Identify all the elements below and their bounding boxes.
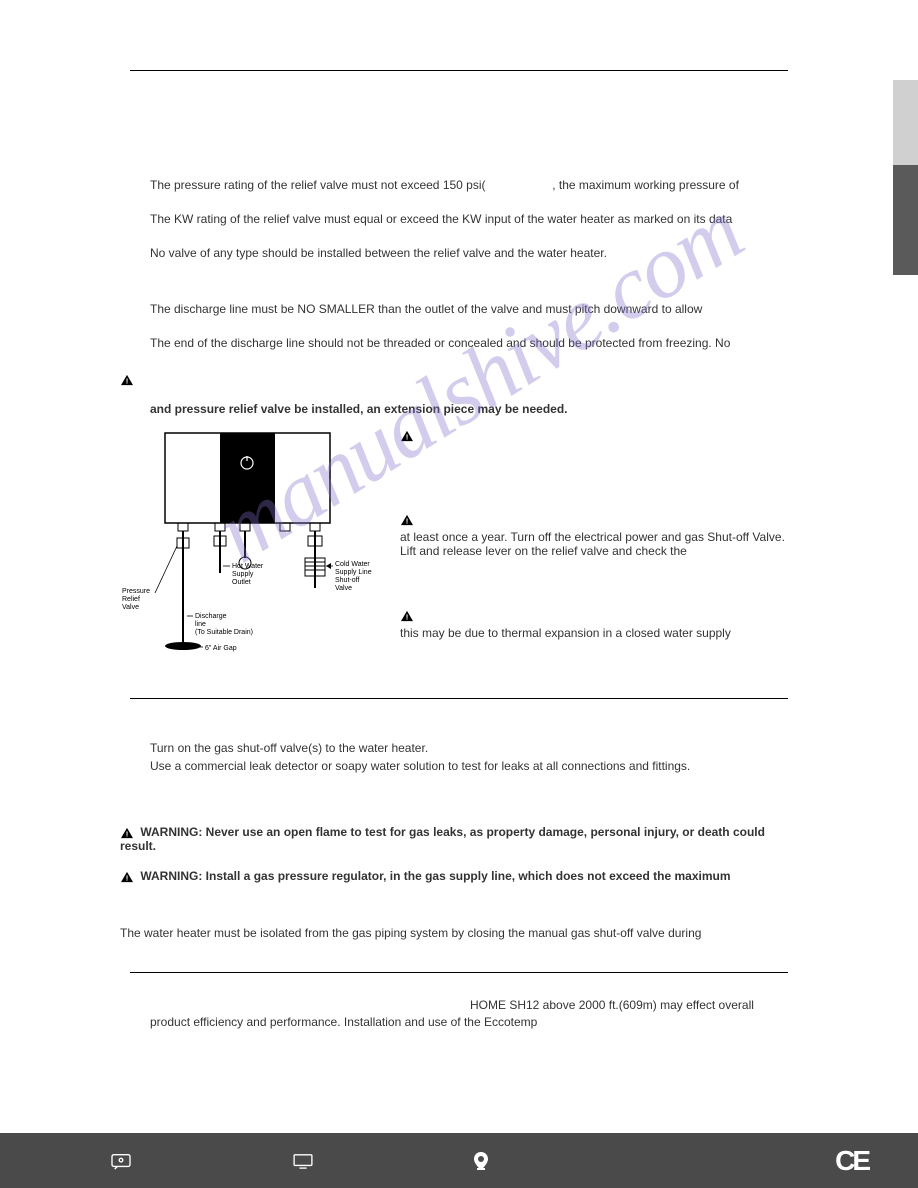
svg-text:!: ! [406,612,409,621]
divider-top [130,70,788,71]
warning-icon: ! [120,374,134,386]
para-discharge: The discharge line must be NO SMALLER th… [150,300,798,318]
svg-text:line: line [195,621,206,628]
warning-icon: ! [120,827,134,839]
warning-open-flame: ! WARNING: Never use an open flame to te… [120,825,798,853]
footer-bar: CE [0,1133,918,1188]
svg-text:!: ! [126,873,129,882]
diagram-side-text: ! ! at least once a year. Turn off the e… [380,428,798,660]
warning-icon: ! [120,871,134,883]
warning-icon: ! [400,430,414,442]
svg-text:6" Air Gap: 6" Air Gap [205,645,237,652]
isolate-text: The water heater must be isolated from t… [120,924,798,942]
bold-install-note: and pressure relief valve be installed, … [150,400,798,418]
svg-text:Hot Water: Hot Water [232,563,264,570]
para-kw-rating: The KW rating of the relief valve must e… [150,210,798,228]
svg-text:Discharge: Discharge [195,613,227,620]
svg-text:Supply Line: Supply Line [335,569,372,576]
diagram-text-annual: at least once a year. Turn off the elect… [400,530,798,558]
warning-text: Install a gas pressure regulator, in the… [206,869,731,883]
label-pressure-relief: Pressure [122,588,150,595]
diagram-section: Pressure Relief Valve Discharge line (To… [120,428,798,668]
svg-text:!: ! [126,376,129,385]
monitor-icon [292,1153,314,1169]
divider-mid [130,698,788,699]
svg-text:(To Suitable Drain): (To Suitable Drain) [195,629,253,636]
warning-text: Never use an open flame to test for gas … [120,825,765,853]
page-content: The pressure rating of the relief valve … [0,0,918,1031]
diagram-warn-2: ! at least once a year. Turn off the ele… [400,512,798,558]
diagram-warn-3: ! this may be due to thermal expansion i… [400,608,798,640]
warning-top-icon-row: ! [120,372,798,386]
svg-text:Shut-off: Shut-off [335,577,359,584]
diagram-text-thermal: this may be due to thermal expansion in … [400,626,798,640]
leak-step-1: Turn on the gas shut-off valve(s) to the… [150,739,798,757]
para-no-valve: No valve of any type should be installed… [150,244,798,262]
svg-text:Valve: Valve [122,604,139,611]
warning-prefix: WARNING: [140,825,205,839]
svg-text:!: ! [126,829,129,838]
svg-text:!: ! [406,516,409,525]
location-icon [474,1152,488,1170]
svg-text:Supply: Supply [232,571,254,578]
support-icon [110,1152,132,1170]
warning-icon: ! [400,514,414,526]
svg-text:Outlet: Outlet [232,579,251,586]
svg-text:Cold Water: Cold Water [335,561,370,568]
warning-regulator: ! WARNING: Install a gas pressure regula… [120,869,798,883]
ce-mark: CE [835,1145,868,1177]
para-pressure-rating: The pressure rating of the relief valve … [150,176,798,194]
diagram-warn-1: ! [400,428,798,442]
divider-bottom [130,972,788,973]
svg-text:Relief: Relief [122,596,140,603]
warning-prefix: WARNING: [140,869,205,883]
svg-text:!: ! [406,432,409,441]
text-span: The pressure rating of the relief valve … [150,178,486,192]
text-span: , the maximum working pressure of [552,178,739,192]
leak-step-2: Use a commercial leak detector or soapy … [150,757,798,775]
svg-text:Valve: Valve [335,585,352,592]
warning-icon: ! [400,610,414,622]
heater-diagram: Pressure Relief Valve Discharge line (To… [120,428,380,668]
altitude-text-1: HOME SH12 above 2000 ft.(609m) may effec… [470,998,754,1012]
para-discharge-end: The end of the discharge line should not… [150,334,798,352]
altitude-text-2: product efficiency and performance. Inst… [150,1013,798,1031]
